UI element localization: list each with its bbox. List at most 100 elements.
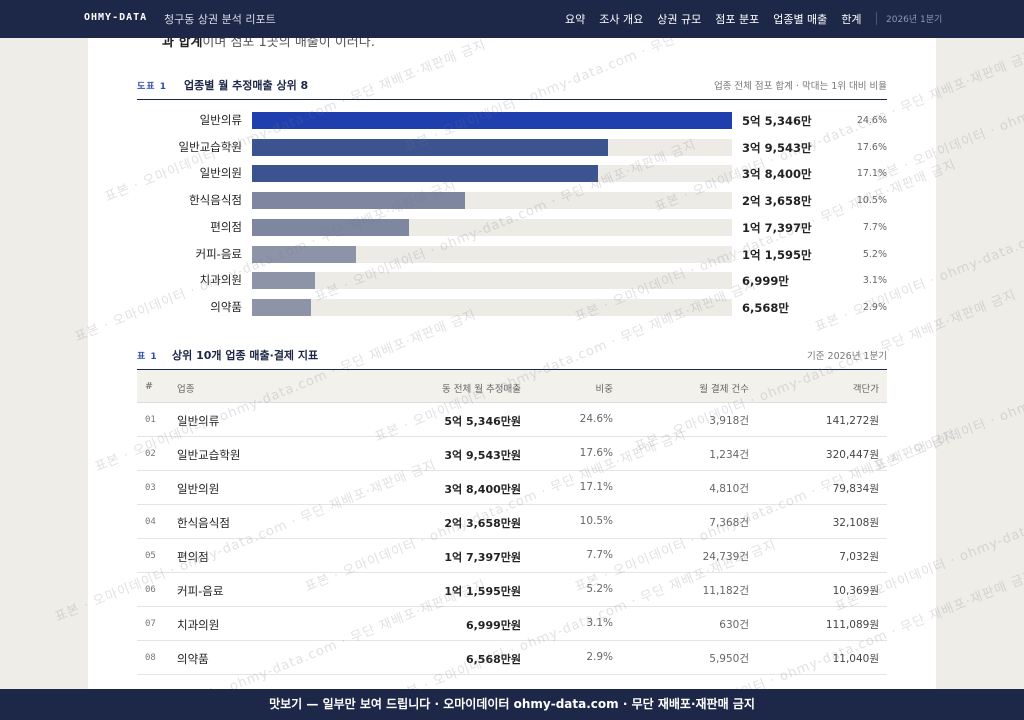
row-avg-price: 111,089원: [825, 619, 879, 631]
row-number: 07: [145, 619, 156, 629]
row-number: 06: [145, 585, 156, 595]
bar: [252, 138, 608, 156]
row-sales: 1억 7,397만원: [444, 551, 521, 564]
row-sales: 1억 1,595만원: [444, 585, 521, 598]
bar-track: [252, 245, 732, 263]
table-row[interactable]: 04 한식음식점 2억 3,658만원 10.5% 7,368건 32,108원: [137, 505, 887, 539]
bar-value-label: 2억 3,658만: [742, 194, 812, 209]
bar-row: 커피-음료 1억 1,595만 5.2%: [137, 244, 887, 264]
col-no: #: [145, 381, 153, 392]
col-name: 업종: [177, 384, 195, 395]
bar: [252, 272, 315, 290]
intro-text: 과 합계이며 점포 1곳의 매출이 이러다.: [162, 38, 375, 50]
table-column-header: # 업종 동 전체 월 추정매출 비중 월 결제 건수 객단가: [137, 370, 887, 403]
bar-share-label: 7.7%: [862, 221, 887, 233]
bar-row: 의약품 6,568만 2.9%: [137, 297, 887, 317]
bar-share-label: 17.6%: [856, 141, 887, 153]
row-count: 630건: [719, 619, 749, 631]
row-avg-price: 10,369원: [832, 585, 879, 597]
row-count: 3,918건: [709, 415, 749, 427]
bar: [252, 218, 409, 236]
bar-share-label: 17.1%: [856, 168, 887, 180]
nav-link-summary[interactable]: 요약: [565, 13, 586, 26]
row-number: 01: [145, 415, 156, 425]
bar-track: [252, 112, 732, 129]
bar-row: 치과의원 6,999만 3.1%: [137, 270, 887, 290]
col-sales: 동 전체 월 추정매출: [442, 384, 521, 395]
row-share: 5.2%: [586, 583, 613, 595]
bar-value-label: 3억 8,400만: [742, 167, 812, 182]
bar-value-label: 6,999만: [742, 274, 789, 289]
row-category: 의약품: [177, 652, 209, 666]
row-share: 17.1%: [579, 481, 613, 493]
table-tag: 표 1: [137, 352, 158, 362]
brand-logo[interactable]: OHMY-DATA: [84, 12, 148, 23]
bar-label: 한식음식점: [189, 193, 242, 208]
bar-value-label: 3억 9,543만: [742, 140, 812, 155]
bar-track: [252, 298, 732, 316]
row-number: 08: [145, 653, 156, 663]
row-category: 일반의원: [177, 482, 220, 496]
intro-bold: 과 합계: [162, 38, 203, 50]
figure-header: 도표 1 업종별 월 추정매출 상위 8 업종 전체 점포 합계 · 막대는 1…: [137, 74, 887, 100]
bar-track: [252, 218, 732, 236]
bar-share-label: 5.2%: [862, 248, 887, 260]
figure-tag: 도표 1: [137, 82, 167, 92]
row-share: 17.6%: [579, 447, 613, 459]
bar-label: 치과의원: [199, 273, 242, 288]
figure-title: 업종별 월 추정매출 상위 8: [184, 79, 309, 92]
col-avg: 객단가: [852, 384, 879, 395]
row-count: 5,950건: [709, 653, 749, 665]
bar: [252, 298, 312, 316]
intro-rest: 이며 점포 1곳의 매출이 이러다.: [202, 38, 375, 50]
bar-label: 일반의원: [199, 166, 242, 181]
bar-label: 일반교습학원: [178, 139, 242, 154]
report-paper: 과 합계이며 점포 1곳의 매출이 이러다. 도표 1 업종별 월 추정매출 상…: [88, 38, 936, 690]
top-nav: OHMY-DATA 청구동 상권 분석 리포트 요약 조사 개요 상권 규모 점…: [0, 0, 1024, 38]
row-sales: 6,999만원: [465, 619, 521, 632]
period-label: 2026년 1분기: [876, 12, 942, 25]
row-number: 04: [145, 517, 156, 527]
row-category: 편의점: [177, 550, 209, 564]
nav-links: 요약 조사 개요 상권 규모 점포 분포 업종별 매출 한계: [565, 11, 876, 27]
bar-label: 일반의류: [199, 113, 242, 127]
bar-row: 일반교습학원 3억 9,543만 17.6%: [137, 137, 887, 157]
row-count: 11,182건: [702, 585, 749, 597]
bar-value-label: 1억 7,397만: [742, 220, 812, 235]
nav-link-scale[interactable]: 상권 규모: [657, 13, 702, 26]
bar-row: 편의점 1억 7,397만 7.7%: [137, 217, 887, 237]
row-sales: 3억 8,400만원: [444, 483, 521, 496]
table-row[interactable]: 02 일반교습학원 3억 9,543만원 17.6% 1,234건 320,447원: [137, 437, 887, 471]
row-share: 2.9%: [586, 651, 613, 663]
table-row[interactable]: 06 커피-음료 1억 1,595만원 5.2% 11,182건 10,369원: [137, 573, 887, 607]
bar-share-label: 24.6%: [856, 115, 887, 126]
bar: [252, 112, 732, 129]
row-share: 10.5%: [579, 515, 613, 527]
nav-link-limits[interactable]: 한계: [841, 13, 862, 26]
row-sales: 6,568만원: [465, 653, 521, 666]
table-note: 기준 2026년 1분기: [807, 351, 887, 362]
bar-value-label: 6,568만: [742, 300, 789, 315]
row-avg-price: 7,032원: [839, 551, 879, 563]
col-share: 비중: [595, 384, 613, 395]
sales-bar-chart: 일반의류 5억 5,346만 24.6% 일반교습학원 3억 9,543만 17.6% 일반…: [137, 110, 887, 322]
table-row[interactable]: 03 일반의원 3억 8,400만원 17.1% 4,810건 79,834원: [137, 471, 887, 505]
row-share: 3.1%: [586, 617, 613, 629]
bar-value-label: 1억 1,595만: [742, 247, 812, 262]
row-category: 한식음식점: [177, 516, 230, 530]
footer-banner: 맛보기 — 일부만 보여 드립니다 · 오마이데이터 ohmy-data.com…: [0, 689, 1024, 720]
nav-link-sales[interactable]: 업종별 매출: [773, 13, 828, 26]
table-row[interactable]: 08 의약품 6,568만원 2.9% 5,950건 11,040원: [137, 641, 887, 675]
table-row[interactable]: 05 편의점 1억 7,397만원 7.7% 24,739건 7,032원: [137, 539, 887, 573]
bar-value-label: 5억 5,346만: [742, 114, 812, 128]
nav-link-distribution[interactable]: 점포 분포: [715, 13, 760, 26]
nav-link-overview[interactable]: 조사 개요: [599, 13, 644, 26]
bar: [252, 245, 357, 263]
bar-label: 커피-음료: [195, 246, 242, 261]
row-avg-price: 320,447원: [825, 449, 879, 461]
bar-row: 한식음식점 2억 3,658만 10.5%: [137, 190, 887, 210]
row-number: 02: [145, 449, 156, 459]
row-sales: 2억 3,658만원: [444, 517, 521, 530]
table-row[interactable]: 07 치과의원 6,999만원 3.1% 630건 111,089원: [137, 607, 887, 641]
table-row[interactable]: 01 일반의류 5억 5,346만원 24.6% 3,918건 141,272원: [137, 403, 887, 437]
